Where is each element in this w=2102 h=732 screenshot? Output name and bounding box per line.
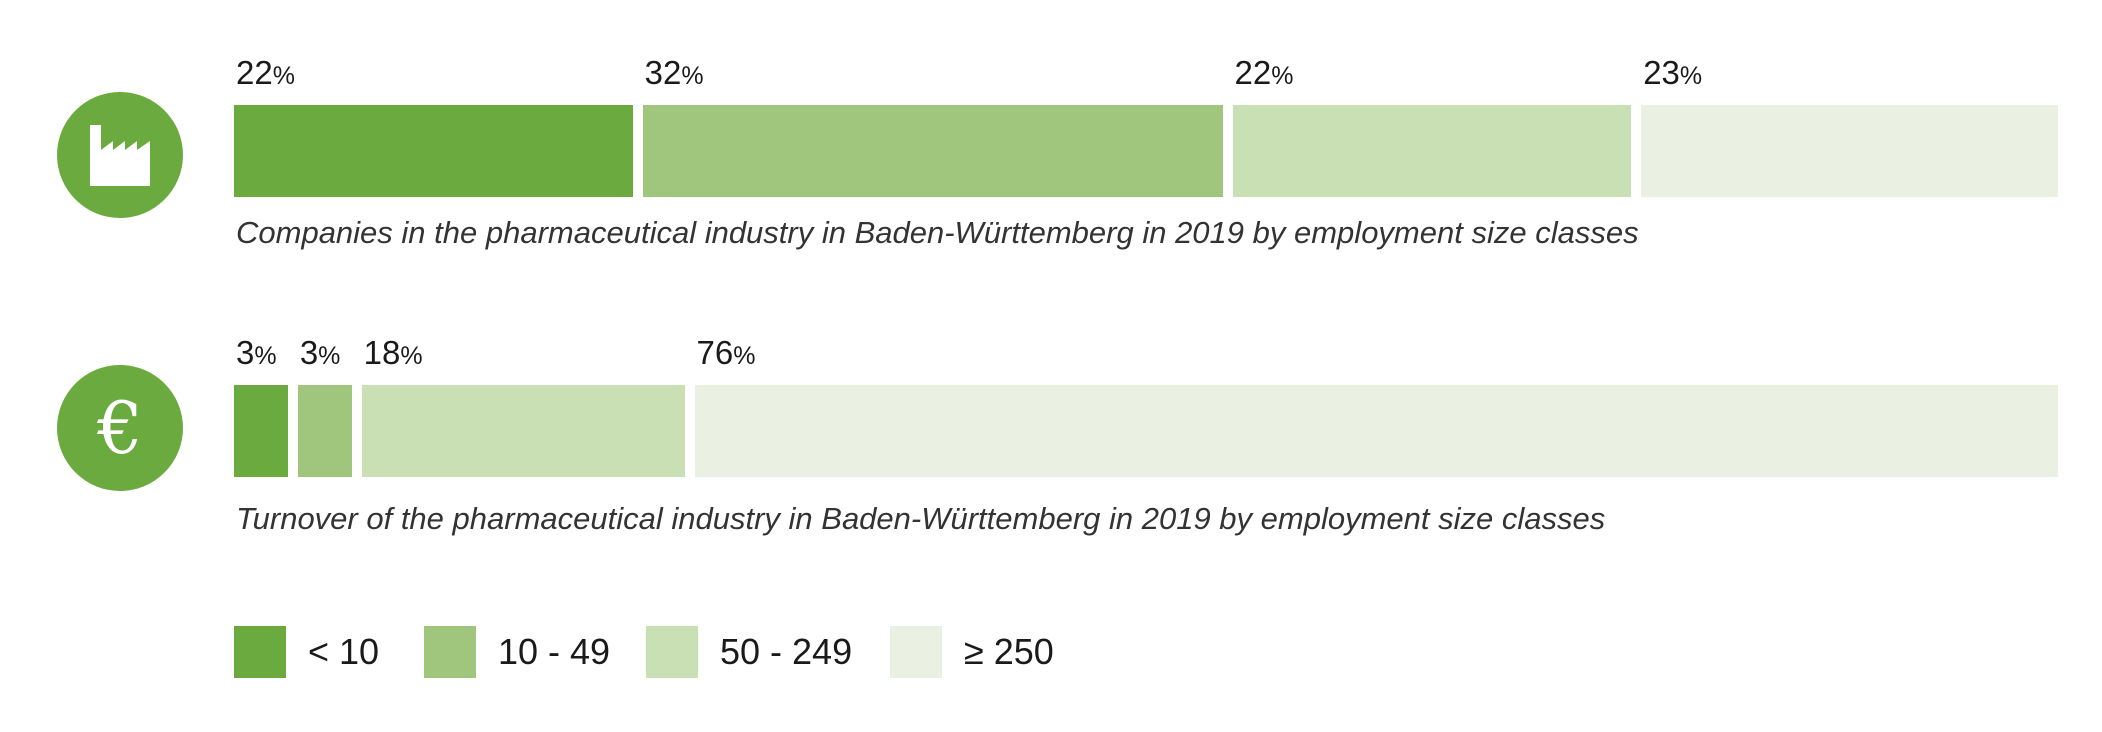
stacked-bar-companies [234,105,2058,197]
stacked-bar-turnover [234,385,2058,477]
percent-labels-companies: 22% 32% 22% 23% [234,54,2058,94]
legend-swatch [890,626,942,678]
percent-unit: % [400,342,423,370]
percent-value: 76 [696,334,734,371]
legend-label: ≥ 250 [964,631,1054,672]
caption-companies: Companies in the pharmaceutical industry… [236,215,1639,250]
factory-glyph [90,125,150,186]
percent-value: 3 [236,334,255,371]
percent-label: 18% [364,334,423,372]
legend-item: 50 - 249 [646,626,852,678]
legend-item: 10 - 49 [424,626,610,678]
percent-label: 76% [697,334,756,372]
legend-swatch [646,626,698,678]
percent-label: 22% [236,54,295,92]
bar-segment [297,385,352,477]
percent-label: 3% [300,334,341,372]
legend-item: ≥ 250 [890,626,1054,678]
bar-segment [642,105,1223,197]
bar-segment [1232,105,1632,197]
percent-value: 23 [1643,54,1680,91]
legend-label: < 10 [308,631,380,672]
percent-label: 23% [1643,54,1702,92]
percent-value: 22 [1234,54,1272,91]
percent-unit: % [1271,62,1294,90]
percent-label: 32% [645,54,704,92]
bar-segment [694,385,2058,477]
legend-swatch [234,626,286,678]
percent-value: 18 [363,334,401,371]
legend-swatch [424,626,476,678]
percent-value: 3 [299,334,319,371]
percent-unit: % [733,342,756,370]
percent-unit: % [681,62,704,90]
percent-labels-turnover: 3% 3% 18% 76% [234,334,2058,374]
percent-value: 32 [644,54,682,91]
bar-segment [361,385,685,477]
percent-label: 22% [1235,54,1294,92]
percent-unit: % [272,62,295,90]
percent-unit: % [1679,62,1703,90]
factory-icon [57,92,183,218]
legend-label: 50 - 249 [720,631,853,672]
bar-segment [234,105,633,197]
euro-icon: € [57,365,183,491]
caption-turnover: Turnover of the pharmaceutical industry … [236,501,1606,536]
percent-label: 3% [236,334,277,372]
percent-value: 22 [236,54,273,91]
legend-item: < 10 [234,626,379,678]
bar-segment [234,385,288,477]
bar-segment [1641,105,2058,197]
legend-label: 10 - 49 [498,631,611,672]
percent-unit: % [254,342,277,370]
euro-glyph: € [97,386,143,470]
percent-unit: % [318,342,341,370]
